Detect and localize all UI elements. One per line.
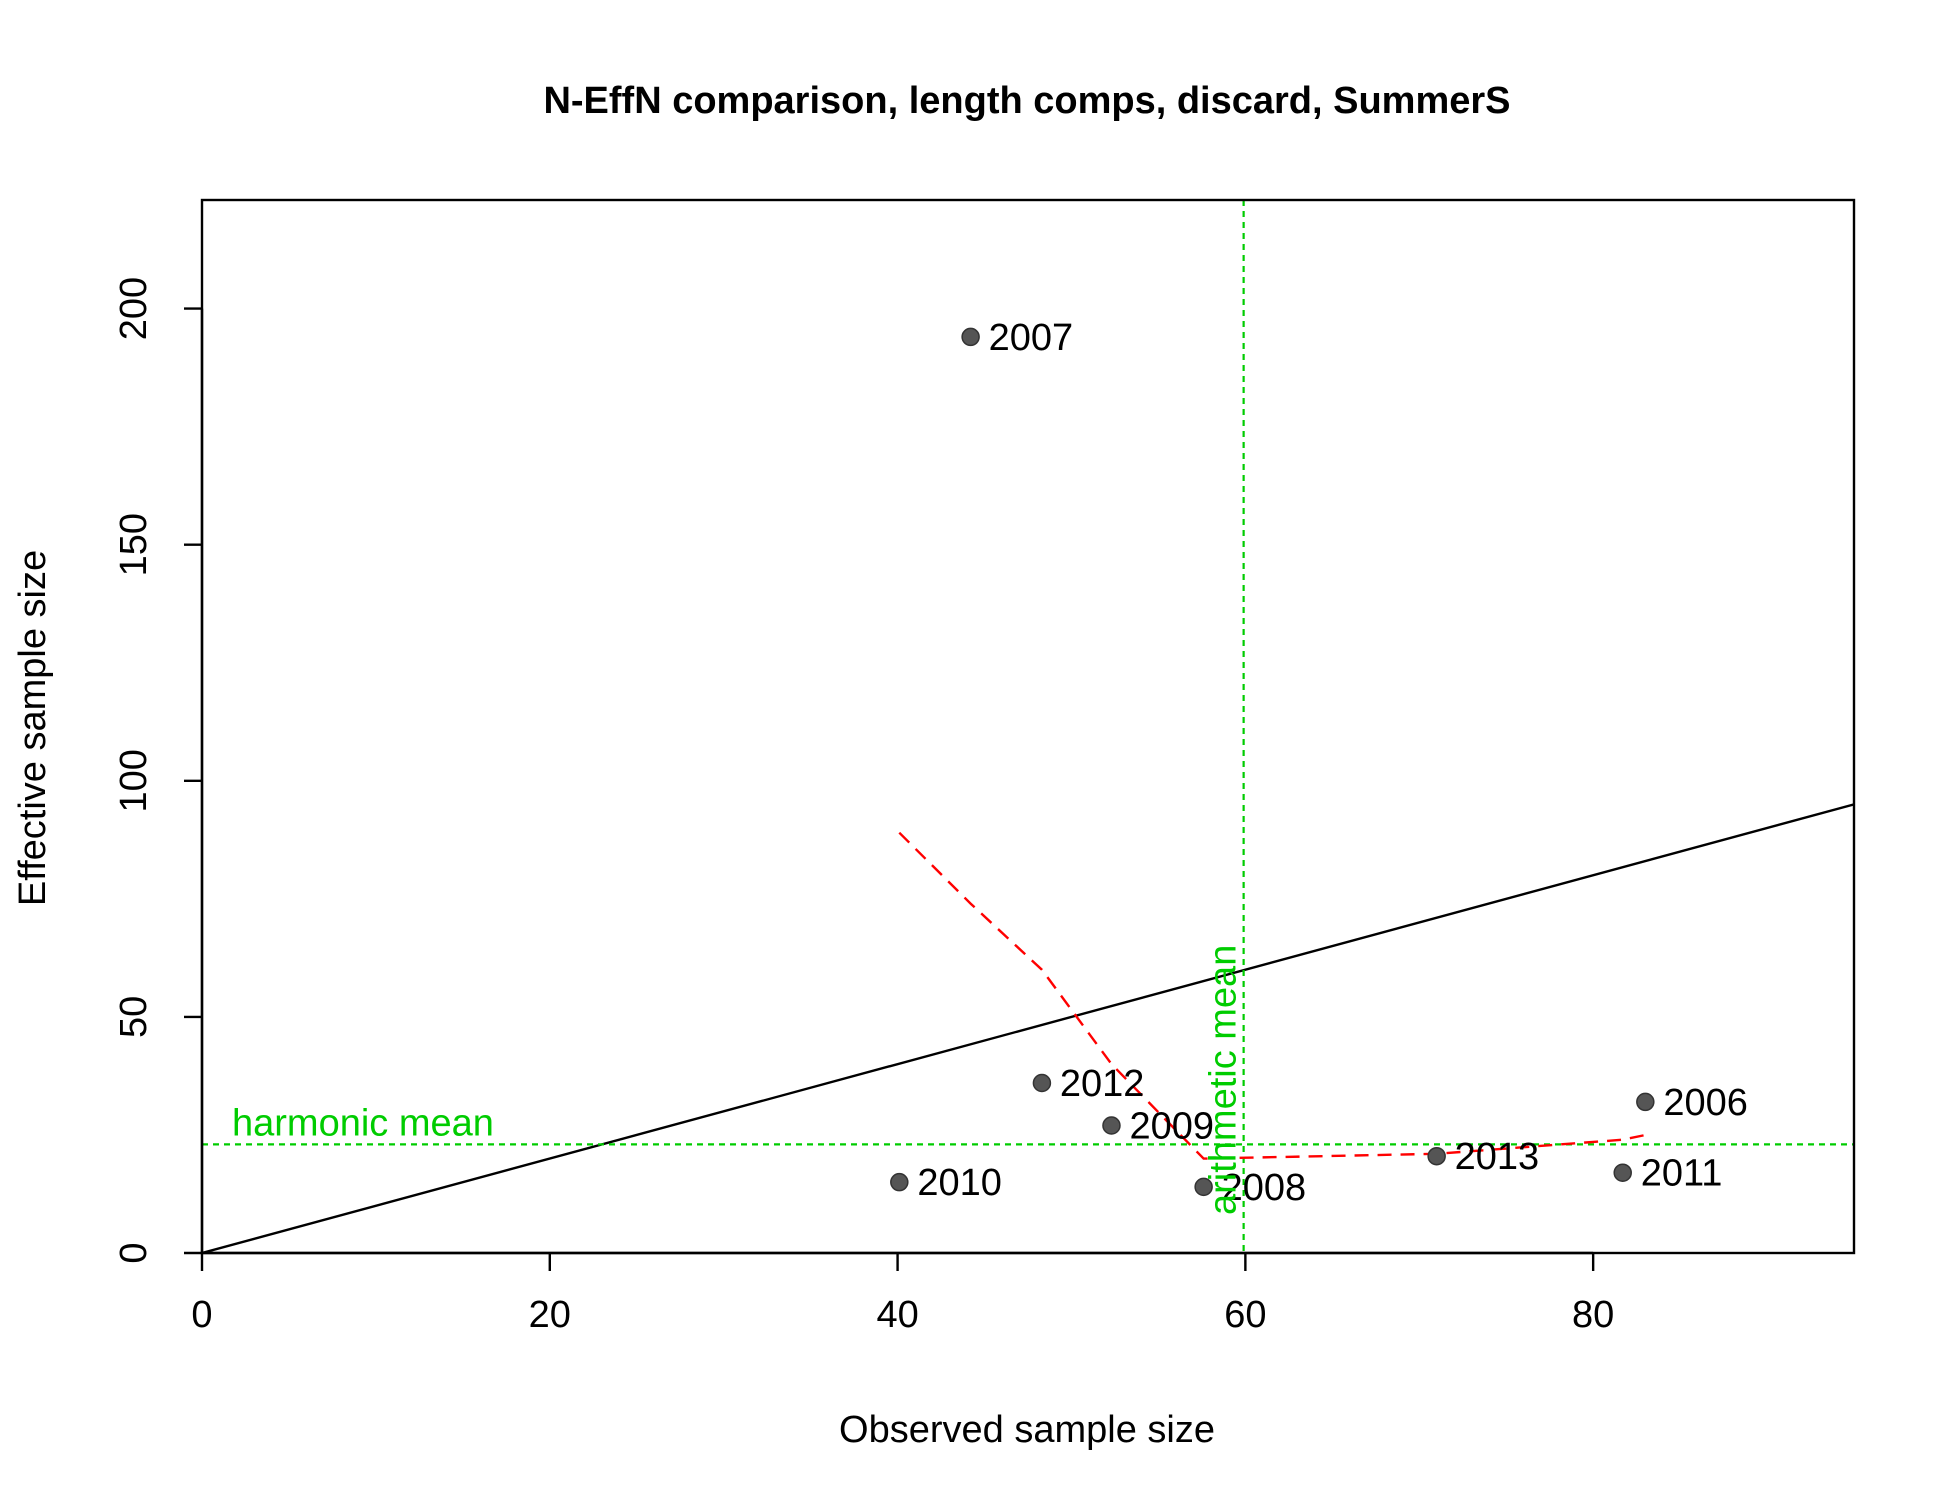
x-tick-label: 40 xyxy=(876,1294,918,1336)
point-label: 2010 xyxy=(917,1162,1002,1204)
arithmetic-mean-label: arithmetic mean xyxy=(1203,945,1245,1215)
data-point xyxy=(890,1172,909,1192)
y-tick-label: 100 xyxy=(113,749,155,812)
data-point xyxy=(1636,1092,1655,1112)
data-point xyxy=(1194,1177,1213,1197)
plot-area xyxy=(202,200,1854,1253)
x-tick-label: 0 xyxy=(191,1294,212,1336)
y-tick-label: 0 xyxy=(113,1242,155,1263)
point-label: 2012 xyxy=(1060,1063,1145,1105)
harmonic-mean-label: harmonic mean xyxy=(232,1102,494,1144)
x-tick-label: 60 xyxy=(1224,1294,1266,1336)
x-tick-label: 20 xyxy=(529,1294,571,1336)
y-tick-label: 200 xyxy=(113,277,155,340)
point-label: 2011 xyxy=(1641,1153,1723,1195)
data-point xyxy=(1102,1116,1121,1135)
smoother-line xyxy=(898,831,1646,1160)
data-point xyxy=(961,327,980,347)
x-axis-label: Observed sample size xyxy=(839,1409,1215,1451)
chart-title: N-EffN comparison, length comps, discard… xyxy=(543,80,1510,122)
identity-line xyxy=(202,803,1854,1253)
point-label: 2009 xyxy=(1129,1106,1214,1148)
y-axis-label: Effective sample size xyxy=(12,550,54,906)
axes: 0 20 40 60 80 0 50 100 150 200 xyxy=(113,198,1856,1336)
data-point xyxy=(1032,1073,1052,1093)
point-label: 2006 xyxy=(1663,1082,1748,1124)
point-label: 2008 xyxy=(1222,1167,1307,1209)
x-tick-label: 80 xyxy=(1572,1294,1614,1336)
y-tick-label: 50 xyxy=(113,996,155,1038)
y-tick-label: 150 xyxy=(113,513,155,576)
data-point xyxy=(1427,1146,1446,1166)
point-label: 2013 xyxy=(1455,1136,1540,1178)
point-label: 2007 xyxy=(989,317,1074,359)
data-point xyxy=(1613,1163,1632,1182)
